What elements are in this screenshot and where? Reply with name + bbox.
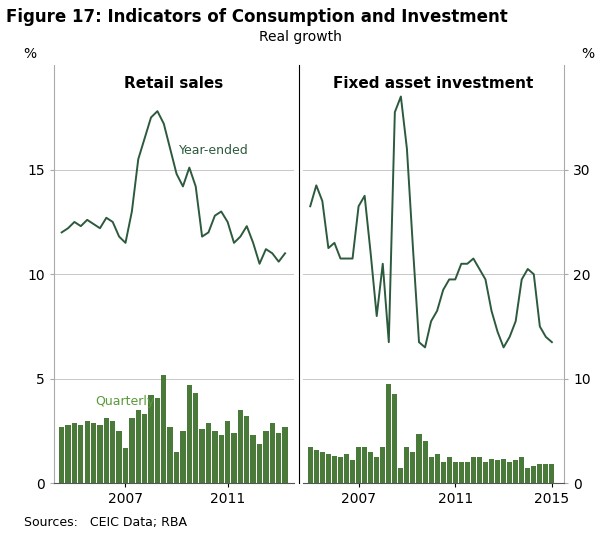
Bar <box>142 414 148 483</box>
Bar <box>65 425 71 483</box>
Bar <box>155 397 160 483</box>
Bar <box>477 457 482 483</box>
Bar <box>257 444 262 483</box>
Text: Real growth: Real growth <box>259 30 341 44</box>
Bar <box>507 463 512 483</box>
Bar <box>174 452 179 483</box>
Bar <box>148 395 154 483</box>
Bar <box>85 420 90 483</box>
Bar <box>116 431 122 483</box>
Text: Quarterly: Quarterly <box>95 395 154 408</box>
Bar <box>392 394 397 483</box>
Bar <box>398 468 403 483</box>
Bar <box>495 460 500 483</box>
Bar <box>238 410 243 483</box>
Text: Figure 17: Indicators of Consumption and Investment: Figure 17: Indicators of Consumption and… <box>6 8 508 26</box>
Text: Year-ended: Year-ended <box>179 144 249 157</box>
Bar <box>161 375 166 483</box>
Bar <box>459 463 464 483</box>
Bar <box>320 452 325 483</box>
Bar <box>97 425 103 483</box>
Bar <box>123 448 128 483</box>
Bar <box>338 457 343 483</box>
Text: Sources:   CEIC Data; RBA: Sources: CEIC Data; RBA <box>24 516 187 529</box>
Bar <box>78 425 83 483</box>
Bar <box>422 441 428 483</box>
Bar <box>218 435 224 483</box>
Bar <box>513 460 518 483</box>
Bar <box>537 464 542 483</box>
Bar <box>531 465 536 483</box>
Bar <box>314 450 319 483</box>
Bar <box>232 433 236 483</box>
Bar <box>386 384 391 483</box>
Bar <box>269 422 275 483</box>
Text: Fixed asset investment: Fixed asset investment <box>334 75 533 91</box>
Bar <box>428 457 434 483</box>
Bar <box>308 447 313 483</box>
Bar <box>471 457 476 483</box>
Bar <box>187 385 192 483</box>
Bar <box>180 431 185 483</box>
Bar <box>59 427 64 483</box>
Bar <box>434 454 440 483</box>
Bar <box>326 454 331 483</box>
Bar <box>446 457 452 483</box>
Text: Retail sales: Retail sales <box>124 75 224 91</box>
Bar <box>416 434 422 483</box>
Bar <box>525 468 530 483</box>
Bar <box>344 454 349 483</box>
Bar <box>129 419 134 483</box>
Bar <box>250 435 256 483</box>
Bar <box>465 463 470 483</box>
Bar <box>91 422 96 483</box>
Bar <box>193 393 199 483</box>
Bar <box>350 460 355 483</box>
Bar <box>489 459 494 483</box>
Bar <box>276 433 281 483</box>
Bar <box>212 431 218 483</box>
Bar <box>356 447 361 483</box>
Bar <box>483 463 488 483</box>
Bar <box>544 464 548 483</box>
Bar <box>136 410 141 483</box>
Text: %: % <box>23 47 37 61</box>
Bar <box>410 452 415 483</box>
Bar <box>374 457 379 483</box>
Bar <box>104 419 109 483</box>
Bar <box>368 452 373 483</box>
Bar <box>453 463 458 483</box>
Bar <box>501 459 506 483</box>
Bar <box>244 416 250 483</box>
Bar <box>199 429 205 483</box>
Bar <box>380 447 385 483</box>
Bar <box>167 427 173 483</box>
Bar <box>550 464 554 483</box>
Bar <box>225 420 230 483</box>
Bar <box>110 420 115 483</box>
Bar <box>404 447 409 483</box>
Bar <box>72 422 77 483</box>
Text: %: % <box>581 47 594 61</box>
Bar <box>519 457 524 483</box>
Bar <box>206 422 211 483</box>
Bar <box>263 431 269 483</box>
Bar <box>332 456 337 483</box>
Bar <box>283 427 288 483</box>
Bar <box>440 463 446 483</box>
Bar <box>362 447 367 483</box>
